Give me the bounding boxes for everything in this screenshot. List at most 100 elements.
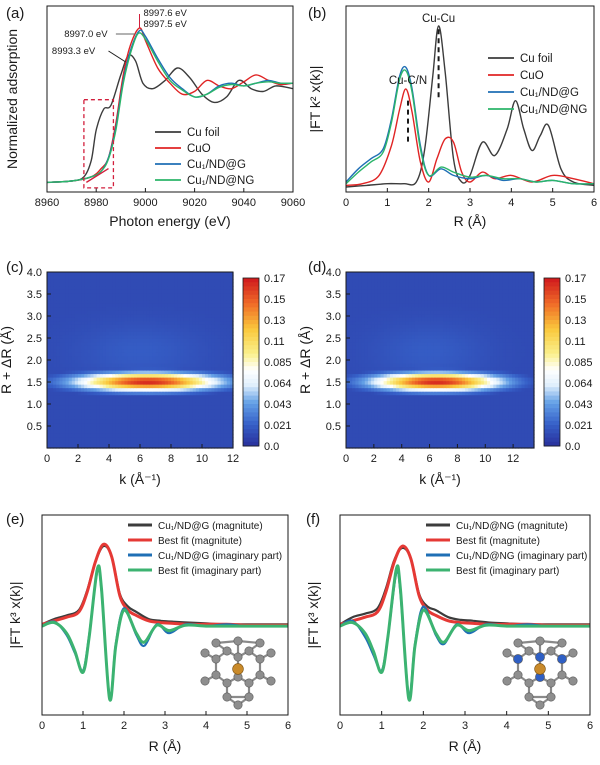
heat-cell [74, 356, 79, 361]
heat-cell [195, 398, 200, 403]
heat-cell [377, 275, 382, 280]
heat-cell [118, 303, 122, 308]
heat-cell [136, 293, 141, 298]
heat-cell [189, 377, 194, 382]
heat-cell [96, 391, 101, 396]
heat-cell [81, 416, 85, 421]
heat-cell [186, 395, 191, 400]
colorbar-segment [243, 286, 259, 292]
heat-cell [208, 419, 212, 424]
heat-cell [455, 328, 460, 333]
heat-cell [211, 275, 215, 280]
heat-cell [452, 293, 457, 298]
heat-cell [74, 367, 79, 372]
heat-cell [408, 391, 413, 396]
heat-cell [352, 433, 356, 439]
heat-cell [377, 282, 382, 287]
heat-cell [440, 426, 444, 431]
heat-cell [146, 426, 150, 431]
heat-cell [192, 272, 197, 277]
heat-cell [47, 321, 51, 326]
colorbar-segment [243, 294, 259, 300]
heat-cell [177, 335, 181, 340]
heat-cell [214, 367, 219, 372]
heat-cell [149, 409, 153, 414]
heat-cell [440, 402, 444, 407]
colorbar-segment [243, 336, 259, 342]
heat-cell [124, 426, 129, 431]
heat-cell [433, 377, 438, 382]
heat-cell [427, 293, 432, 298]
heat-cell [149, 416, 153, 421]
heat-cell [198, 296, 203, 301]
heat-cell [87, 409, 91, 414]
heat-cell [90, 328, 95, 333]
heat-cell [223, 314, 228, 319]
heat-cell [174, 430, 178, 435]
heat-cell [364, 391, 369, 396]
heat-cell [458, 363, 463, 368]
heat-cell [174, 289, 178, 294]
heat-cell [189, 335, 194, 340]
heat-cell [124, 272, 129, 277]
heat-cell [195, 324, 200, 329]
peak-label-cu-cu: Cu-Cu [422, 13, 455, 25]
heat-cell [62, 412, 67, 417]
heat-cell [152, 437, 157, 442]
heat-cell [458, 370, 463, 375]
heat-cell [205, 272, 209, 277]
heat-cell [220, 345, 225, 351]
heat-cell [402, 356, 407, 361]
heat-cell [396, 412, 400, 417]
heat-cell [433, 426, 438, 431]
heat-cell [433, 331, 438, 336]
heat-cell [127, 440, 132, 446]
heat-cell [93, 395, 98, 400]
heat-cell [436, 412, 441, 417]
heat-cell [358, 279, 363, 284]
heat-cell [164, 363, 169, 368]
heat-cell [84, 440, 88, 446]
heat-cell [149, 363, 153, 368]
heat-cell [177, 374, 181, 379]
heat-cell [223, 279, 228, 284]
heat-cell [220, 314, 225, 319]
heat-cell [115, 307, 119, 312]
heat-cell [371, 282, 375, 287]
heat-cell [358, 444, 363, 449]
heat-cell [355, 402, 360, 407]
heat-cell [164, 430, 169, 435]
heat-cell [220, 363, 225, 368]
heat-cell [383, 398, 388, 403]
heat-cell [180, 289, 184, 294]
heat-cell [361, 352, 366, 358]
heat-cell [436, 388, 441, 393]
heat-cell [189, 321, 194, 326]
heat-cell [87, 300, 91, 305]
heat-cell [371, 391, 375, 396]
heat-cell [455, 388, 460, 393]
heat-cell [380, 440, 385, 446]
heat-cell [105, 335, 110, 340]
heat-cell [192, 388, 197, 393]
heat-cell [402, 338, 407, 343]
heat-cell [124, 405, 129, 410]
heat-cell [355, 303, 360, 308]
heat-cell [78, 391, 82, 396]
heat-cell [455, 412, 460, 417]
heat-cell [427, 374, 432, 379]
heat-cell [349, 437, 353, 442]
heat-cell [405, 384, 410, 389]
heat-cell [440, 300, 444, 305]
heat-cell [389, 412, 394, 417]
heat-cell [62, 423, 67, 428]
heat-cell [443, 307, 447, 312]
heat-cell [124, 381, 129, 386]
heat-cell [367, 437, 372, 442]
heat-cell [78, 419, 82, 424]
heat-cell [386, 409, 391, 414]
heat-cell [402, 381, 407, 386]
heat-cell [143, 409, 147, 414]
heat-cell [208, 296, 212, 301]
heat-cell [143, 381, 147, 386]
